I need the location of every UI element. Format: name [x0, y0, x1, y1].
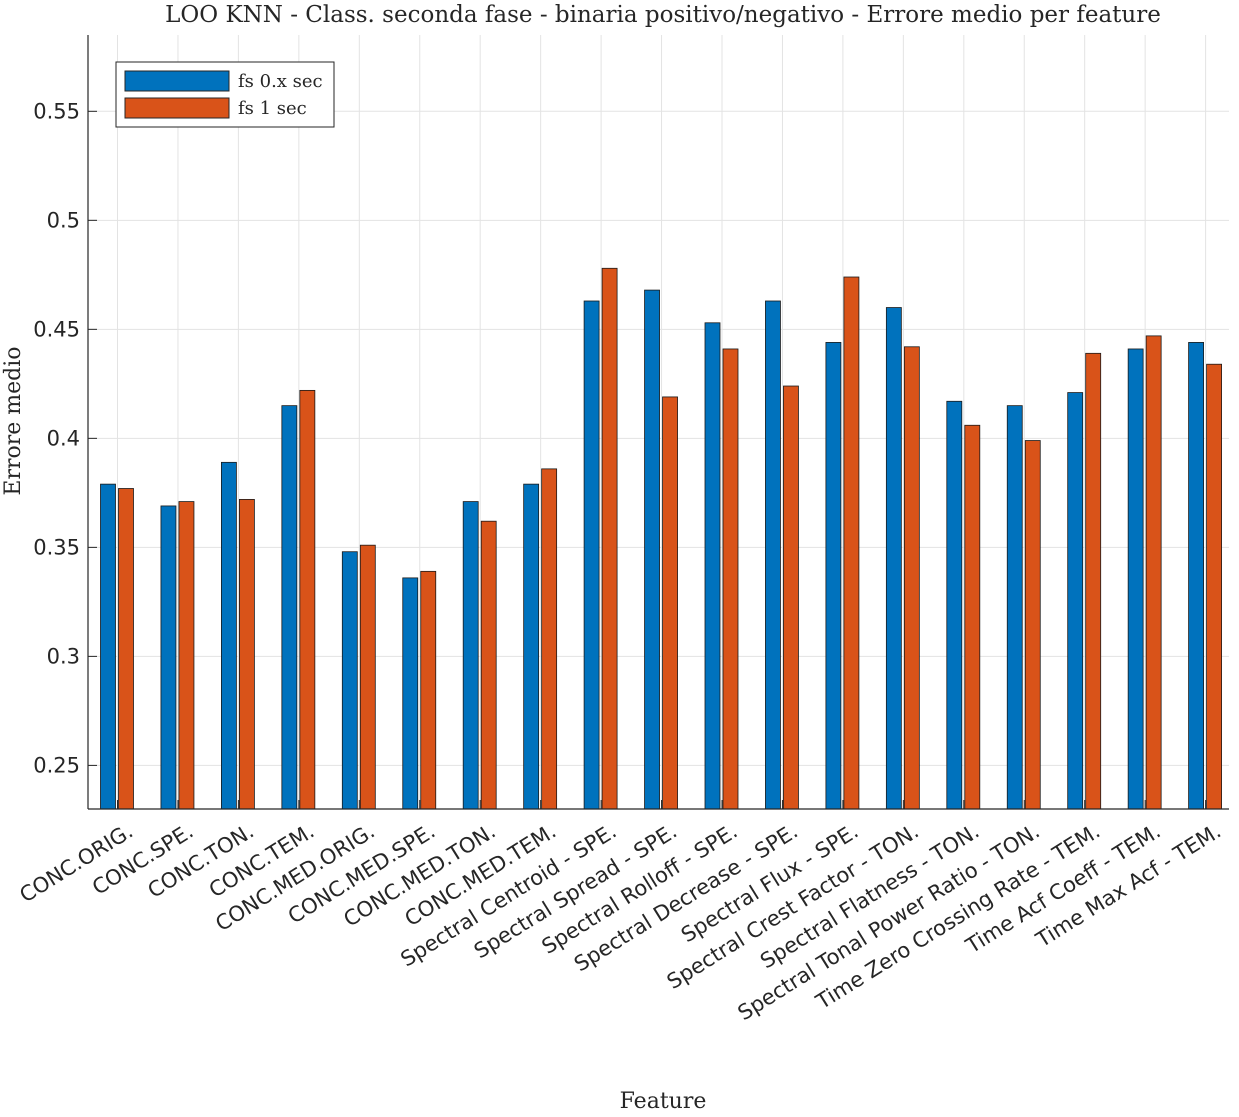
bar-series-2 [1145, 335, 1162, 810]
bar-series-1 [281, 405, 298, 810]
bar-series-2 [722, 348, 739, 810]
y-tick-label: 0.4 [47, 426, 80, 450]
bar-series-2 [299, 389, 316, 810]
bar-series-2 [1024, 440, 1041, 810]
bar-series-1 [1188, 342, 1204, 810]
bar-series-1 [100, 483, 116, 810]
bar-series-1 [704, 322, 721, 810]
y-tick-label: 0.35 [33, 535, 80, 559]
bar-series-2 [118, 488, 134, 810]
chart-title: LOO KNN - Class. seconda fase - binaria … [165, 2, 1161, 28]
bar-series-1 [1067, 392, 1084, 810]
y-axis-label: Errore medio [1, 346, 26, 495]
bar-series-2 [843, 276, 860, 810]
bar-series-1 [946, 400, 963, 810]
bar-series-1 [1127, 348, 1144, 810]
bar-series-2 [541, 468, 558, 810]
bar-series-1 [765, 300, 781, 810]
bar-series-1 [160, 505, 177, 810]
bar-series-1 [341, 551, 358, 810]
legend-swatch-series-1 [124, 70, 230, 92]
bar-series-2 [1085, 352, 1102, 810]
bar-series-2 [1206, 363, 1222, 810]
bar-series-1 [220, 461, 237, 810]
bar-series-2 [178, 501, 195, 810]
bar-series-2 [903, 346, 920, 810]
y-tick-label: 0.55 [33, 99, 80, 123]
legend-label-series-1: fs 0.x sec [238, 71, 323, 92]
grid-layer [88, 35, 1229, 809]
axes-layer [87, 35, 1229, 810]
x-axis-label: Feature [620, 1089, 707, 1112]
y-tick-label: 0.3 [47, 644, 80, 668]
bar-series-1 [523, 483, 540, 810]
bar-series-2 [420, 570, 437, 810]
bar-series-2 [359, 544, 376, 810]
bars-layer [100, 267, 1222, 810]
bar-series-1 [1006, 405, 1023, 810]
legend-swatch-series-2 [124, 97, 230, 119]
legend: fs 0.x sec fs 1 sec [115, 61, 335, 128]
bar-series-1 [462, 501, 479, 810]
y-tick-label: 0.45 [33, 317, 80, 341]
bar-series-2 [238, 498, 255, 810]
bar-series-1 [825, 342, 842, 810]
legend-label-series-2: fs 1 sec [238, 98, 307, 119]
bar-series-2 [601, 267, 618, 810]
bar-series-1 [583, 300, 600, 810]
bar-series-2 [662, 396, 678, 810]
bar-series-2 [964, 424, 981, 810]
y-tick-label: 0.25 [33, 753, 80, 777]
tick-labels-layer: 0.250.30.350.40.450.50.55CONC.ORIG.CONC.… [15, 99, 1225, 1025]
bar-series-2 [480, 520, 497, 810]
bar-series-1 [885, 307, 902, 810]
y-tick-label: 0.5 [47, 208, 80, 232]
bar-series-1 [402, 577, 419, 810]
bar-series-2 [783, 385, 799, 810]
bar-series-1 [644, 289, 660, 810]
